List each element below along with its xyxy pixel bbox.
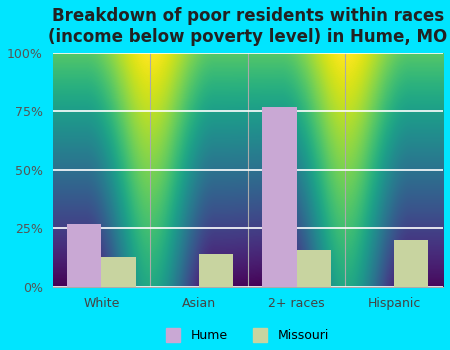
- Bar: [199, 254, 233, 287]
- Bar: [101, 257, 135, 287]
- Bar: [297, 250, 331, 287]
- Legend: Hume, Missouri: Hume, Missouri: [161, 324, 334, 347]
- Bar: [394, 240, 428, 287]
- Bar: [262, 107, 297, 287]
- Title: Breakdown of poor residents within races
(income below poverty level) in Hume, M: Breakdown of poor residents within races…: [48, 7, 447, 46]
- Bar: [67, 224, 101, 287]
